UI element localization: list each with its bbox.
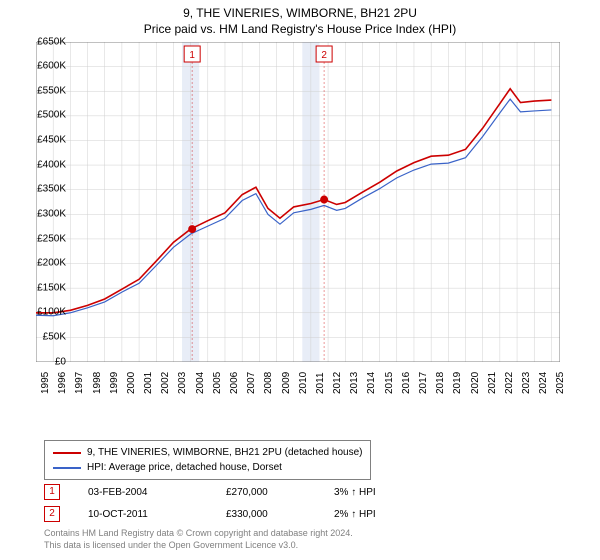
y-axis-label: £50K [43, 331, 66, 342]
x-axis-label: 2019 [452, 371, 463, 393]
trade-row: 2 10-OCT-2011 £330,000 2% ↑ HPI [44, 506, 376, 522]
x-axis-label: 2024 [538, 371, 549, 393]
svg-text:1: 1 [189, 50, 195, 61]
trade-marker: 1 [44, 484, 60, 500]
x-axis-label: 2001 [143, 371, 154, 393]
x-axis-label: 1998 [92, 371, 103, 393]
x-axis-label: 1995 [40, 371, 51, 393]
x-axis-label: 2009 [281, 371, 292, 393]
x-axis-label: 1997 [74, 371, 85, 393]
x-axis-label: 2022 [504, 371, 515, 393]
page-title: 9, THE VINERIES, WIMBORNE, BH21 2PU [0, 0, 600, 22]
legend-item: 9, THE VINERIES, WIMBORNE, BH21 2PU (det… [53, 445, 362, 460]
chart-area: 12 £0£50K£100K£150K£200K£250K£300K£350K£… [36, 42, 596, 422]
x-axis-label: 2008 [263, 371, 274, 393]
y-axis-label: £150K [37, 282, 66, 293]
y-axis-label: £650K [37, 36, 66, 47]
x-axis-label: 2003 [177, 371, 188, 393]
chart-container: 9, THE VINERIES, WIMBORNE, BH21 2PU Pric… [0, 0, 600, 560]
x-axis-label: 2011 [315, 372, 326, 394]
footer-line-2: This data is licensed under the Open Gov… [44, 540, 353, 552]
y-axis-label: £100K [37, 307, 66, 318]
y-axis-label: £450K [37, 135, 66, 146]
chart-svg: 12 [36, 42, 560, 362]
x-axis-label: 1999 [109, 371, 120, 393]
x-axis-label: 2000 [126, 371, 137, 393]
y-axis-label: £500K [37, 110, 66, 121]
legend-swatch [53, 467, 81, 469]
x-axis-label: 2002 [160, 371, 171, 393]
y-axis-label: £350K [37, 184, 66, 195]
y-axis-label: £250K [37, 233, 66, 244]
footer-attribution: Contains HM Land Registry data © Crown c… [44, 528, 353, 551]
legend-label: HPI: Average price, detached house, Dors… [87, 460, 282, 475]
trade-table: 1 03-FEB-2004 £270,000 3% ↑ HPI 2 10-OCT-2011… [44, 484, 376, 528]
trade-price: £330,000 [226, 509, 306, 520]
x-axis-label: 2014 [366, 371, 377, 393]
legend-label: 9, THE VINERIES, WIMBORNE, BH21 2PU (det… [87, 445, 362, 460]
x-axis-label: 2004 [195, 371, 206, 393]
x-axis-label: 2007 [246, 371, 257, 393]
x-axis-label: 2015 [384, 371, 395, 393]
x-axis-label: 2017 [418, 371, 429, 393]
x-axis-label: 2006 [229, 371, 240, 393]
x-axis-label: 2016 [401, 371, 412, 393]
x-axis-label: 2018 [435, 371, 446, 393]
y-axis-label: £600K [37, 61, 66, 72]
x-axis-label: 2023 [521, 371, 532, 393]
svg-text:2: 2 [321, 50, 327, 61]
trade-marker: 2 [44, 506, 60, 522]
legend-item: HPI: Average price, detached house, Dors… [53, 460, 362, 475]
y-axis-label: £550K [37, 85, 66, 96]
x-axis-label: 2020 [470, 371, 481, 393]
legend: 9, THE VINERIES, WIMBORNE, BH21 2PU (det… [44, 440, 371, 480]
y-axis-label: £300K [37, 208, 66, 219]
y-axis-label: £400K [37, 159, 66, 170]
footer-line-1: Contains HM Land Registry data © Crown c… [44, 528, 353, 540]
y-axis-label: £0 [55, 356, 66, 367]
trade-date: 10-OCT-2011 [88, 509, 198, 520]
x-axis-label: 2021 [487, 371, 498, 393]
x-axis-label: 2012 [332, 371, 343, 393]
x-axis-label: 2010 [298, 371, 309, 393]
page-subtitle: Price paid vs. HM Land Registry's House … [0, 22, 600, 40]
trade-delta: 3% ↑ HPI [334, 487, 376, 498]
x-axis-label: 2025 [555, 371, 566, 393]
x-axis-label: 2005 [212, 371, 223, 393]
trade-delta: 2% ↑ HPI [334, 509, 376, 520]
x-axis-label: 2013 [349, 371, 360, 393]
y-axis-label: £200K [37, 258, 66, 269]
trade-price: £270,000 [226, 487, 306, 498]
x-axis-label: 1996 [57, 371, 68, 393]
trade-row: 1 03-FEB-2004 £270,000 3% ↑ HPI [44, 484, 376, 500]
trade-date: 03-FEB-2004 [88, 487, 198, 498]
legend-swatch [53, 452, 81, 454]
